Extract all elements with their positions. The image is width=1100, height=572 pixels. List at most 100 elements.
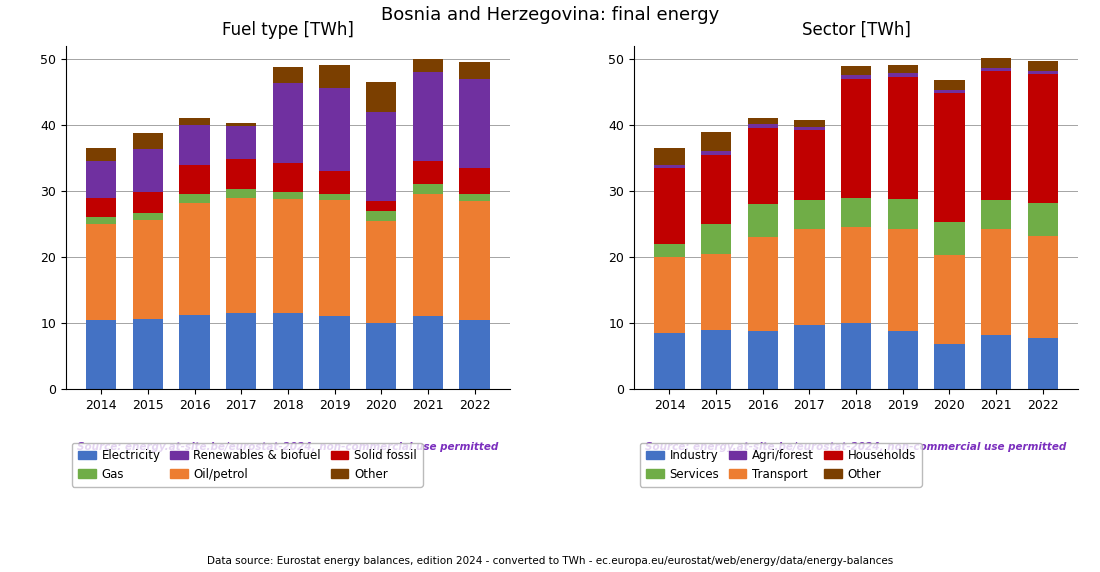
- Bar: [227, 123, 256, 126]
- Bar: [701, 152, 732, 154]
- Legend: Electricity, Gas, Renewables & biofuel, Oil/petrol, Solid fossil, Other: Electricity, Gas, Renewables & biofuel, …: [72, 443, 422, 487]
- Bar: [366, 82, 396, 112]
- Bar: [273, 162, 304, 192]
- Bar: [1027, 71, 1058, 74]
- Bar: [133, 149, 163, 192]
- Bar: [366, 112, 396, 201]
- Bar: [1027, 61, 1058, 71]
- Bar: [840, 66, 871, 76]
- Bar: [366, 201, 396, 210]
- Bar: [701, 132, 732, 152]
- Bar: [412, 59, 443, 72]
- Bar: [319, 193, 350, 200]
- Bar: [748, 118, 778, 124]
- Bar: [981, 67, 1011, 71]
- Bar: [748, 124, 778, 128]
- Bar: [701, 329, 732, 389]
- Bar: [460, 320, 490, 389]
- Text: Data source: Eurostat energy balances, edition 2024 - converted to TWh - ec.euro: Data source: Eurostat energy balances, e…: [207, 557, 893, 566]
- Bar: [888, 65, 917, 73]
- Bar: [981, 71, 1011, 200]
- Bar: [273, 67, 304, 84]
- Bar: [227, 126, 256, 159]
- Bar: [748, 128, 778, 204]
- Bar: [227, 159, 256, 189]
- Bar: [1027, 74, 1058, 203]
- Bar: [273, 313, 304, 389]
- Text: Source: energy.at-site.be/eurostat-2024, non-commercial use permitted: Source: energy.at-site.be/eurostat-2024,…: [77, 442, 498, 452]
- Bar: [460, 201, 490, 320]
- Bar: [133, 213, 163, 220]
- Bar: [1027, 236, 1058, 338]
- Bar: [319, 88, 350, 170]
- Title: Sector [TWh]: Sector [TWh]: [802, 21, 911, 39]
- Bar: [366, 210, 396, 221]
- Bar: [319, 316, 350, 389]
- Bar: [366, 221, 396, 323]
- Bar: [273, 199, 304, 313]
- Bar: [227, 189, 256, 197]
- Bar: [794, 200, 825, 229]
- Bar: [412, 161, 443, 184]
- Bar: [654, 257, 684, 333]
- Bar: [748, 331, 778, 389]
- Bar: [654, 244, 684, 257]
- Bar: [179, 315, 210, 389]
- Bar: [934, 90, 965, 93]
- Title: Fuel type [TWh]: Fuel type [TWh]: [222, 21, 354, 39]
- Bar: [934, 222, 965, 255]
- Bar: [179, 125, 210, 165]
- Bar: [133, 220, 163, 319]
- Bar: [654, 148, 684, 165]
- Bar: [412, 194, 443, 316]
- Bar: [227, 197, 256, 313]
- Bar: [888, 77, 917, 199]
- Bar: [133, 192, 163, 213]
- Text: Bosnia and Herzegovina: final energy: Bosnia and Herzegovina: final energy: [381, 6, 719, 23]
- Bar: [179, 194, 210, 203]
- Bar: [1027, 338, 1058, 389]
- Legend: Industry, Services, Agri/forest, Transport, Households, Other: Industry, Services, Agri/forest, Transpo…: [640, 443, 922, 487]
- Bar: [888, 73, 917, 77]
- Bar: [981, 335, 1011, 389]
- Bar: [179, 165, 210, 194]
- Bar: [794, 325, 825, 389]
- Bar: [701, 253, 732, 329]
- Bar: [654, 333, 684, 389]
- Bar: [319, 65, 350, 88]
- Bar: [460, 168, 490, 194]
- Bar: [840, 76, 871, 79]
- Bar: [888, 229, 917, 331]
- Bar: [654, 168, 684, 244]
- Bar: [934, 93, 965, 222]
- Bar: [179, 118, 210, 125]
- Bar: [701, 224, 732, 253]
- Bar: [366, 323, 396, 389]
- Bar: [319, 200, 350, 316]
- Bar: [179, 203, 210, 315]
- Bar: [981, 229, 1011, 335]
- Bar: [748, 204, 778, 236]
- Bar: [794, 229, 825, 325]
- Bar: [794, 127, 825, 130]
- Bar: [86, 161, 117, 197]
- Bar: [133, 133, 163, 149]
- Bar: [460, 194, 490, 201]
- Bar: [412, 316, 443, 389]
- Bar: [460, 62, 490, 79]
- Bar: [934, 80, 965, 90]
- Bar: [840, 323, 871, 389]
- Bar: [794, 120, 825, 127]
- Bar: [888, 199, 917, 229]
- Bar: [86, 197, 117, 217]
- Bar: [840, 197, 871, 227]
- Bar: [86, 320, 117, 389]
- Bar: [86, 217, 117, 224]
- Bar: [794, 130, 825, 200]
- Bar: [412, 184, 443, 194]
- Bar: [1027, 203, 1058, 236]
- Bar: [86, 148, 117, 161]
- Bar: [981, 200, 1011, 229]
- Bar: [981, 58, 1011, 67]
- Bar: [654, 165, 684, 168]
